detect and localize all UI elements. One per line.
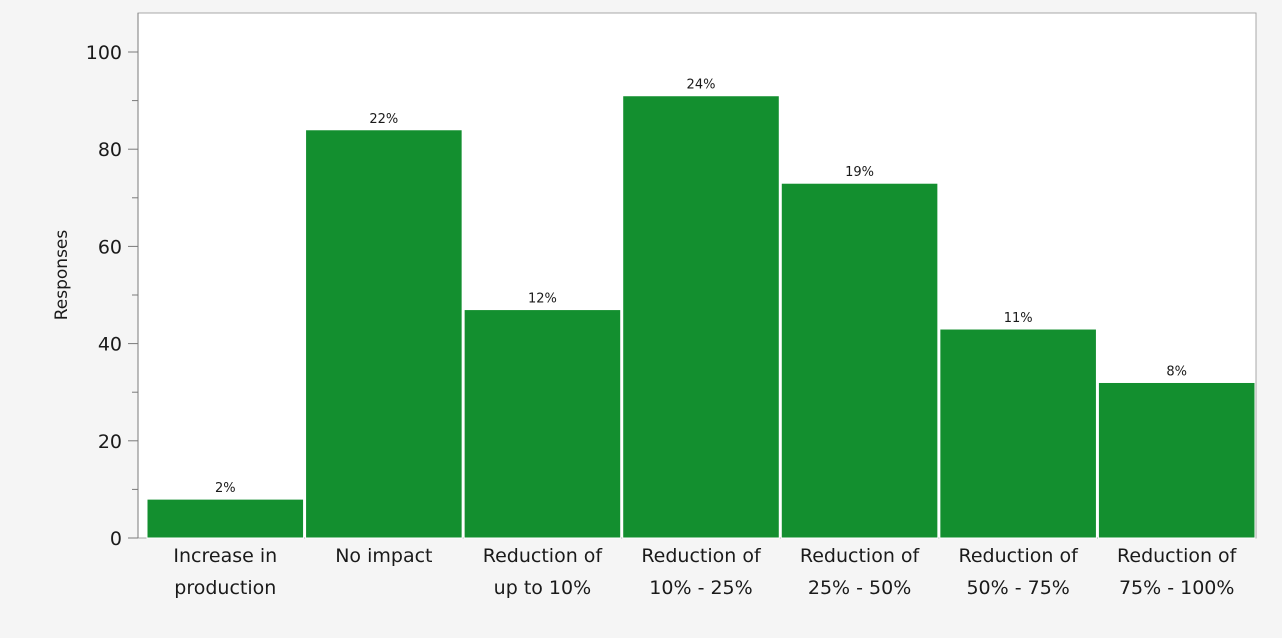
- data-labels-group: 2% 22% 12% 24% 19% 11% 8%: [215, 78, 1187, 496]
- y-tick-label: 0: [110, 528, 122, 550]
- bar: [146, 498, 305, 539]
- x-tick-label-line: 75% - 100%: [1119, 577, 1234, 599]
- bar: [622, 95, 780, 539]
- y-axis: 0 20 40 60 80 100: [86, 13, 139, 550]
- data-label: 22%: [369, 112, 398, 127]
- x-tick-label-line: up to 10%: [494, 577, 592, 599]
- x-tick-label: Reduction of 10% - 25%: [641, 545, 762, 599]
- x-tick-label-line: production: [174, 577, 276, 599]
- x-tick-label-line: 10% - 25%: [649, 577, 752, 599]
- x-tick-label-line: Reduction of: [1117, 545, 1238, 567]
- y-tick-label: 100: [86, 42, 122, 64]
- x-tick-label: Reduction of 25% - 50%: [800, 545, 921, 599]
- x-axis: Increase in production No impact Reduction …: [173, 545, 1237, 599]
- data-label: 8%: [1166, 364, 1187, 379]
- bar: [305, 129, 463, 539]
- x-tick-label: Increase in production: [173, 545, 277, 599]
- x-tick-label: Reduction of 75% - 100%: [1117, 545, 1238, 599]
- bars-group: [146, 95, 1256, 539]
- bar: [780, 182, 939, 539]
- y-tick-label: 80: [98, 139, 122, 161]
- x-tick-label-line: No impact: [335, 545, 432, 567]
- x-tick-label-line: 25% - 50%: [808, 577, 911, 599]
- x-tick-label-line: 50% - 75%: [966, 577, 1069, 599]
- y-tick-label: 20: [98, 431, 122, 453]
- y-tick-label: 40: [98, 334, 122, 356]
- data-label: 11%: [1004, 311, 1033, 326]
- x-tick-label: Reduction of up to 10%: [483, 545, 604, 599]
- bar: [463, 309, 622, 539]
- x-tick-label: Reduction of 50% - 75%: [958, 545, 1079, 599]
- x-tick-label: No impact: [335, 545, 432, 567]
- data-label: 12%: [528, 292, 557, 307]
- y-tick-label: 60: [98, 236, 122, 258]
- y-axis-title: Responses: [52, 230, 72, 321]
- data-label: 24%: [687, 78, 716, 93]
- data-label: 19%: [845, 165, 874, 180]
- x-tick-label-line: Reduction of: [641, 545, 762, 567]
- data-label: 2%: [215, 481, 236, 496]
- bar: [1097, 381, 1256, 539]
- x-tick-label-line: Reduction of: [483, 545, 604, 567]
- x-tick-label-line: Reduction of: [800, 545, 921, 567]
- x-tick-label-line: Increase in: [173, 545, 277, 567]
- x-tick-label-line: Reduction of: [958, 545, 1079, 567]
- bar: [939, 328, 1097, 539]
